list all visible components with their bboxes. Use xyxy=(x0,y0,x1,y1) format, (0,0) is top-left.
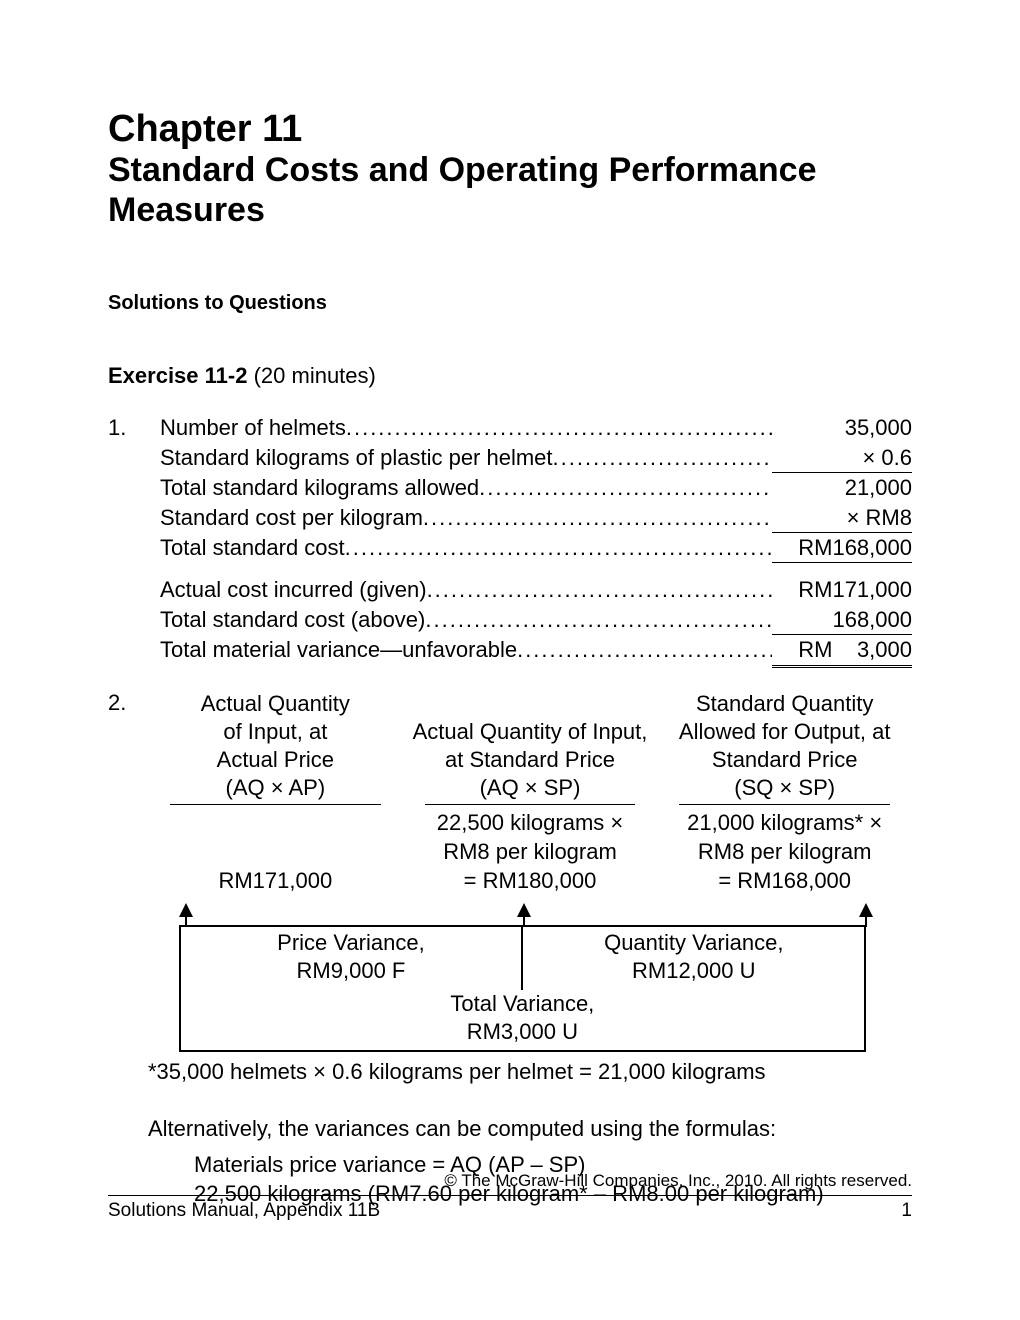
calc-label: Total standard cost xyxy=(160,533,772,562)
solutions-header: Solutions to Questions xyxy=(108,292,912,315)
calc-row: Actual cost incurred (given) RM171,000 xyxy=(108,575,912,604)
page-footer: © The McGraw-Hill Companies, Inc., 2010.… xyxy=(108,1171,912,1222)
vd-value-2: 22,500 kilograms × RM8 per kilogram = RM… xyxy=(403,805,658,897)
exercise-header: Exercise 11-2 (20 minutes) xyxy=(108,363,912,389)
vd-text: RM3,000 U xyxy=(185,1018,861,1046)
calc-value: 21,000 xyxy=(772,473,912,502)
calc-row: Standard kilograms of plastic per helmet… xyxy=(108,443,912,473)
calc-row: Total standard kilograms allowed 21,000 xyxy=(108,473,912,502)
alt-text: Alternatively, the variances can be comp… xyxy=(148,1114,912,1144)
calc-value: 168,000 xyxy=(772,605,912,635)
vd-col-1: Actual Quantity of Input, at Actual Pric… xyxy=(148,690,403,806)
calc-value: × 0.6 xyxy=(772,443,912,473)
calc-row: Total standard cost RM168,000 xyxy=(108,533,912,563)
variance-diagram: 2. Actual Quantity of Input, at Actual P… xyxy=(108,690,912,1052)
calc-value: RM 3,000 xyxy=(772,635,912,667)
vd-text: Standard Price xyxy=(663,746,906,774)
calc-value: 35,000 xyxy=(772,413,912,442)
chapter-subtitle: Standard Costs and Operating Performance… xyxy=(108,150,912,230)
calc-value: RM168,000 xyxy=(772,533,912,563)
vd-value-3: 21,000 kilograms* × RM8 per kilogram = R… xyxy=(657,805,912,897)
vd-text: Total Variance, xyxy=(185,990,861,1018)
vd-formula: (SQ × SP) xyxy=(679,774,890,805)
vd-text: Actual Quantity of Input, xyxy=(409,718,652,746)
part-number: 2. xyxy=(108,690,148,806)
vd-text: Standard Quantity xyxy=(663,690,906,718)
calc-label: Number of helmets xyxy=(160,413,772,442)
footnote: *35,000 helmets × 0.6 kilograms per helm… xyxy=(148,1058,912,1087)
vd-value-1: RM171,000 xyxy=(148,805,403,897)
vd-text: 21,000 kilograms* × xyxy=(663,809,906,838)
price-variance-box: Price Variance, RM9,000 F xyxy=(179,925,524,989)
vd-text: Price Variance, xyxy=(185,929,518,957)
total-variance-box: Total Variance, RM3,000 U xyxy=(179,990,867,1052)
vd-text: Allowed for Output, at xyxy=(663,718,906,746)
copyright: © The McGraw-Hill Companies, Inc., 2010.… xyxy=(108,1171,912,1195)
vd-text: of Input, at xyxy=(154,718,397,746)
calc-block-1: 1. Number of helmets 35,000 Standard kil… xyxy=(108,413,912,668)
vd-text: Actual Quantity xyxy=(154,690,397,718)
chapter-title: Chapter 11 xyxy=(108,110,912,150)
up-arrow-icon xyxy=(517,903,531,917)
footer-left: Solutions Manual, Appendix 11B xyxy=(108,1200,380,1222)
calc-label: Total standard cost (above) xyxy=(160,605,772,634)
exercise-time: (20 minutes) xyxy=(247,363,375,388)
calc-label: Total material variance—unfavorable xyxy=(160,635,772,664)
up-arrow-icon xyxy=(859,903,873,917)
vd-text: Actual Price xyxy=(154,746,397,774)
calc-row: Standard cost per kilogram × RM8 xyxy=(108,503,912,533)
calc-row: 1. Number of helmets 35,000 xyxy=(108,413,912,442)
vd-text: RM171,000 xyxy=(154,867,397,896)
calc-label: Total standard kilograms allowed xyxy=(160,473,772,502)
calc-label: Standard kilograms of plastic per helmet xyxy=(160,443,772,472)
calc-label: Actual cost incurred (given) xyxy=(160,575,772,604)
vd-text: RM8 per kilogram xyxy=(409,838,652,867)
vd-text: = RM180,000 xyxy=(409,867,652,896)
vd-text: at Standard Price xyxy=(409,746,652,774)
vd-col-3: Standard Quantity Allowed for Output, at… xyxy=(657,690,912,806)
vd-text: RM9,000 F xyxy=(185,957,518,985)
vd-col-2: Actual Quantity of Input, at Standard Pr… xyxy=(403,690,658,806)
calc-row: Total material variance—unfavorable RM 3… xyxy=(108,635,912,667)
vd-text: RM8 per kilogram xyxy=(663,838,906,867)
vd-formula: (AQ × AP) xyxy=(170,774,381,805)
part-number: 1. xyxy=(108,413,160,442)
calc-value: × RM8 xyxy=(772,503,912,533)
vd-formula: (AQ × SP) xyxy=(425,774,636,805)
vd-text: Quantity Variance, xyxy=(527,929,860,957)
vd-text: = RM168,000 xyxy=(663,867,906,896)
vd-text: 22,500 kilograms × xyxy=(409,809,652,838)
exercise-label: Exercise 11-2 xyxy=(108,363,247,388)
calc-row: Total standard cost (above) 168,000 xyxy=(108,605,912,635)
vd-text: RM12,000 U xyxy=(527,957,860,985)
page-number: 1 xyxy=(901,1200,912,1222)
calc-value: RM171,000 xyxy=(772,575,912,604)
arrow-row xyxy=(148,897,912,925)
calc-label: Standard cost per kilogram xyxy=(160,503,772,532)
quantity-variance-box: Quantity Variance, RM12,000 U xyxy=(523,925,866,989)
up-arrow-icon xyxy=(179,903,193,917)
